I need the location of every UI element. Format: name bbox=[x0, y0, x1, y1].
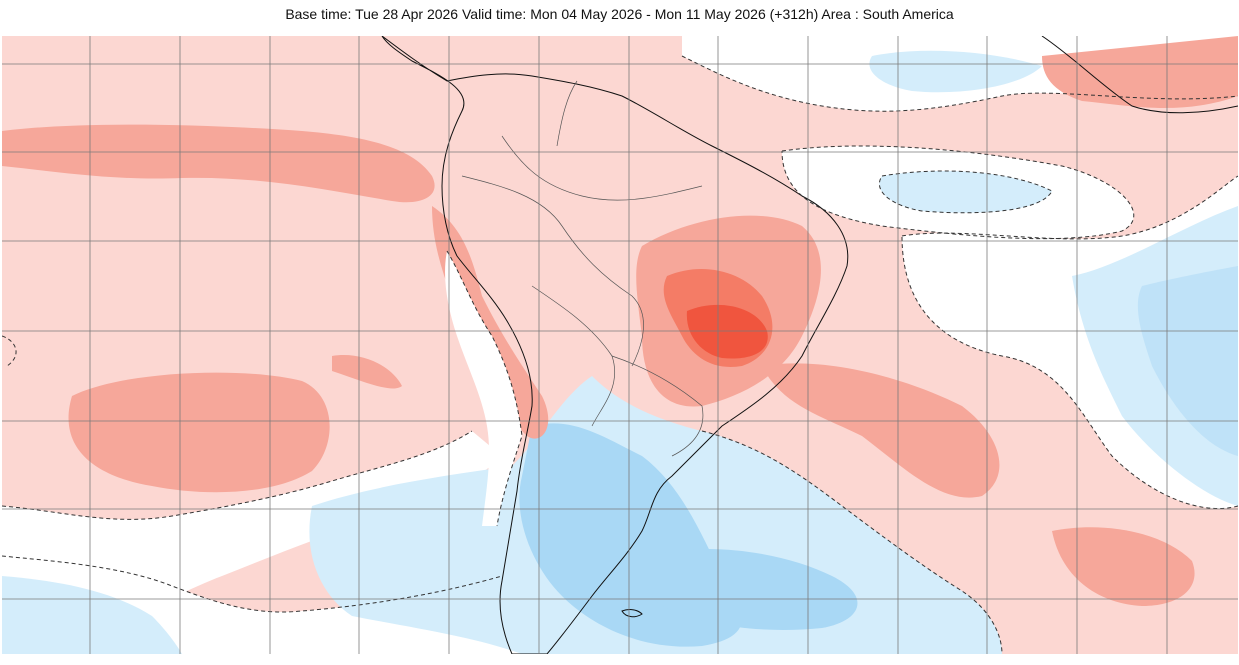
anomaly-map bbox=[2, 36, 1238, 654]
country-border-2 bbox=[501, 135, 703, 201]
map-title: Base time: Tue 28 Apr 2026 Valid time: M… bbox=[285, 6, 954, 22]
zero-contour-east-atlantic-south bbox=[901, 235, 1238, 510]
continent-outline bbox=[381, 36, 849, 654]
country-border-4 bbox=[611, 355, 704, 457]
warm-area-africa-coast bbox=[1042, 36, 1238, 108]
country-border-3 bbox=[531, 285, 616, 427]
africa-coastline bbox=[1041, 36, 1238, 114]
warm-streak bbox=[332, 355, 402, 389]
zero-contour-equatorial-atlantic bbox=[781, 145, 1135, 240]
neutral-strip-chile-coast bbox=[445, 251, 522, 526]
country-border-1 bbox=[461, 175, 644, 367]
cold-area-north-atlantic bbox=[869, 50, 1042, 93]
cold-core-east-atlantic bbox=[1137, 266, 1238, 456]
zero-contour-southwest bbox=[2, 555, 503, 613]
country-border-5 bbox=[556, 80, 578, 147]
zero-contours bbox=[2, 55, 1238, 654]
anomaly-map-svg bbox=[2, 36, 1238, 654]
cold-core-south-atlantic bbox=[643, 548, 858, 630]
warm-band-pacific bbox=[2, 124, 435, 203]
warm-max-central-brazil bbox=[686, 304, 768, 359]
zero-contour-north-atlantic bbox=[681, 55, 1238, 112]
zero-contour-equatorial-core bbox=[879, 170, 1053, 214]
zero-contour-south-atlantic bbox=[701, 430, 1003, 654]
zero-contour-west-edge bbox=[2, 335, 17, 367]
warm-blob-south-pacific bbox=[68, 372, 330, 493]
graticule bbox=[2, 36, 1238, 654]
zero-contour-east-atlantic bbox=[901, 175, 1238, 240]
zero-contour-chile-coast bbox=[446, 250, 523, 527]
warm-area-far-south-atlantic bbox=[1052, 527, 1195, 606]
warm-area-andes bbox=[432, 206, 549, 439]
zero-contour-south-pacific bbox=[2, 430, 473, 520]
cold-area-southwest bbox=[2, 576, 182, 654]
warm-area-southeast-brazil-ocean bbox=[762, 363, 1000, 498]
cold-area-equatorial-atlantic bbox=[879, 171, 1052, 213]
